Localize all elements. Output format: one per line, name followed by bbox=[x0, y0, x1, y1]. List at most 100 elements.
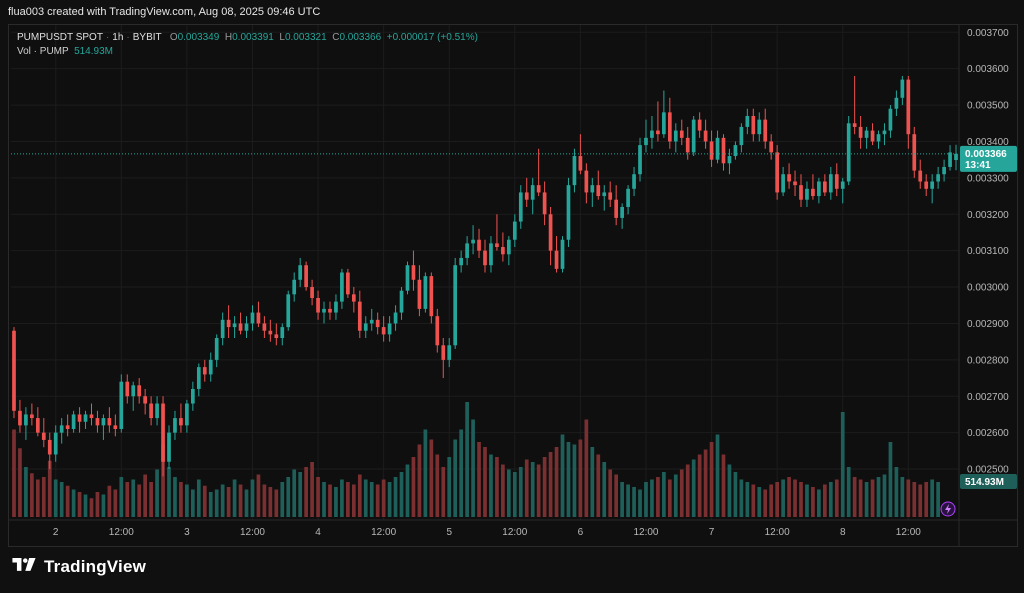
time-tick-label: 7 bbox=[709, 527, 715, 538]
lightning-icon[interactable] bbox=[940, 501, 956, 517]
candle-body bbox=[328, 308, 332, 313]
volume-bar bbox=[101, 494, 106, 517]
price-tick-label: 0.003600 bbox=[967, 64, 1009, 75]
volume-bar bbox=[399, 472, 404, 517]
candle-body bbox=[620, 206, 624, 218]
volume-bar bbox=[274, 489, 279, 517]
candle-body bbox=[149, 403, 153, 419]
price-tick-label: 0.003000 bbox=[967, 283, 1009, 294]
candle-body bbox=[357, 301, 362, 331]
candle-body bbox=[310, 287, 314, 298]
candle-body bbox=[351, 294, 356, 302]
volume-bar bbox=[167, 467, 171, 517]
volume-bar bbox=[131, 479, 136, 517]
candle-body bbox=[24, 414, 28, 426]
candle-body bbox=[942, 166, 946, 175]
price-tick-label: 0.003300 bbox=[967, 173, 1009, 184]
candle-body bbox=[59, 425, 64, 433]
candle-body bbox=[530, 185, 535, 200]
price-tick-label: 0.002700 bbox=[967, 392, 1009, 403]
chart-pane[interactable]: 0.003700 0.003600 0.003500 0.003400 0.003300… bbox=[8, 24, 1018, 547]
candle-body bbox=[793, 181, 797, 186]
tradingview-brand[interactable]: TradingView bbox=[10, 557, 146, 577]
volume-bar bbox=[626, 484, 630, 517]
volume-bar bbox=[483, 447, 487, 517]
candle-body bbox=[256, 312, 261, 324]
volume-bar bbox=[238, 484, 243, 517]
candle-body bbox=[834, 174, 839, 189]
candle-body bbox=[393, 312, 398, 324]
candle-body bbox=[191, 388, 195, 404]
volume-bar bbox=[477, 442, 481, 517]
candle-body bbox=[626, 188, 630, 207]
candle-body bbox=[572, 156, 577, 186]
volume-bar bbox=[924, 482, 929, 517]
candle-body bbox=[912, 134, 917, 171]
candle-body bbox=[954, 153, 958, 161]
candlestick-chart[interactable]: 0.003700 0.003600 0.003500 0.003400 0.003300… bbox=[9, 25, 1017, 546]
volume-bar bbox=[244, 489, 249, 517]
volume-bar bbox=[435, 454, 440, 517]
volume-bar bbox=[721, 454, 726, 517]
volume-bar bbox=[471, 419, 475, 517]
candle-body bbox=[781, 174, 785, 193]
candle-body bbox=[811, 188, 815, 197]
candle-body bbox=[948, 152, 952, 167]
current-price-label: 0.003366 bbox=[965, 149, 1007, 160]
candle-body bbox=[489, 243, 493, 266]
candle-body bbox=[35, 418, 40, 433]
tradingview-logo-icon bbox=[12, 558, 36, 571]
candle-body bbox=[757, 119, 762, 135]
candle-body bbox=[924, 181, 929, 189]
candle-body bbox=[656, 130, 660, 135]
volume-bar bbox=[381, 479, 386, 517]
volume-bar bbox=[405, 464, 410, 517]
candle-body bbox=[304, 265, 308, 288]
volume-bar bbox=[584, 419, 589, 517]
time-tick-label: 5 bbox=[446, 527, 452, 538]
volume-bar bbox=[727, 464, 732, 517]
candle-body bbox=[429, 276, 434, 317]
volume-bar bbox=[769, 484, 774, 517]
volume-bar bbox=[65, 485, 70, 517]
candle-body bbox=[30, 414, 34, 419]
volume-bar bbox=[775, 482, 779, 517]
volume-bar bbox=[417, 444, 422, 517]
volume-bar bbox=[351, 484, 356, 517]
volume-bar bbox=[262, 484, 267, 517]
volume-bar bbox=[137, 484, 142, 517]
volume-bar bbox=[536, 464, 541, 517]
volume-bar bbox=[268, 487, 273, 517]
current-volume-badge bbox=[960, 474, 1017, 489]
volume-bar bbox=[256, 474, 261, 517]
volume-bar bbox=[656, 477, 660, 517]
candle-body bbox=[405, 265, 410, 291]
candle-body bbox=[137, 385, 142, 397]
candle-body bbox=[596, 185, 601, 197]
candle-body bbox=[346, 272, 350, 295]
volume-bar bbox=[512, 472, 517, 517]
price-tick-label: 0.003200 bbox=[967, 210, 1009, 221]
candle-body bbox=[817, 181, 821, 197]
volume-bar bbox=[733, 472, 738, 517]
volume-bar bbox=[936, 482, 940, 517]
volume-bar bbox=[107, 485, 112, 517]
volume-bar bbox=[47, 460, 52, 517]
volume-bar bbox=[125, 482, 130, 517]
volume-bar bbox=[59, 482, 64, 517]
volume-bar bbox=[363, 479, 368, 517]
candle-body bbox=[638, 145, 642, 175]
volume-bar bbox=[411, 457, 416, 517]
candle-body bbox=[906, 79, 911, 135]
candle-body bbox=[286, 294, 291, 328]
volume-bar bbox=[828, 482, 833, 517]
volume-bar bbox=[298, 472, 303, 517]
candle-body bbox=[232, 323, 237, 328]
volume-bar bbox=[35, 479, 40, 517]
current-volume-label: 514.93M bbox=[965, 477, 1004, 488]
volume-bar bbox=[322, 482, 326, 517]
volume-bar bbox=[179, 482, 183, 517]
candle-body bbox=[554, 250, 559, 269]
volume-bar bbox=[196, 479, 201, 517]
candle-body bbox=[322, 308, 326, 313]
